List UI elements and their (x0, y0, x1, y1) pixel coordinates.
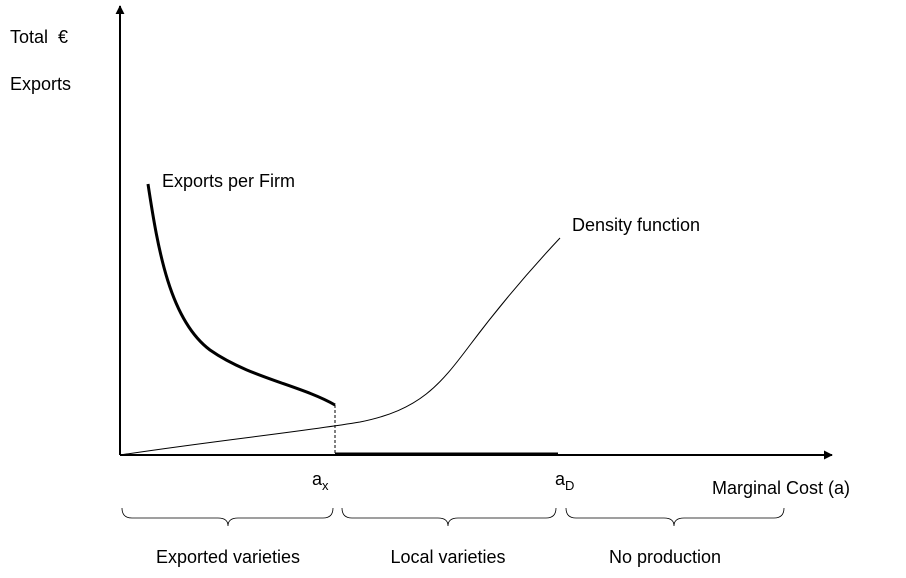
brace (341, 507, 557, 527)
region-label: No production (609, 547, 721, 567)
y-label: Exports (10, 74, 71, 94)
threshold-sub: x (322, 478, 329, 493)
region-label: Exported varieties (156, 547, 300, 567)
region-label: Local varieties (390, 547, 505, 567)
threshold-base: a (555, 469, 566, 489)
brace (121, 507, 334, 527)
threshold-label: ax (312, 469, 329, 493)
y-label: Total € (10, 27, 68, 47)
curve-label: Exports per Firm (162, 171, 295, 191)
x-label: Marginal Cost (a) (712, 478, 850, 498)
threshold-sub: D (565, 478, 574, 493)
threshold-label: aD (555, 469, 574, 493)
density-curve (119, 237, 561, 456)
curve-label: Density function (572, 215, 700, 235)
threshold-base: a (312, 469, 323, 489)
brace (565, 507, 785, 527)
exports-curve (146, 183, 336, 407)
